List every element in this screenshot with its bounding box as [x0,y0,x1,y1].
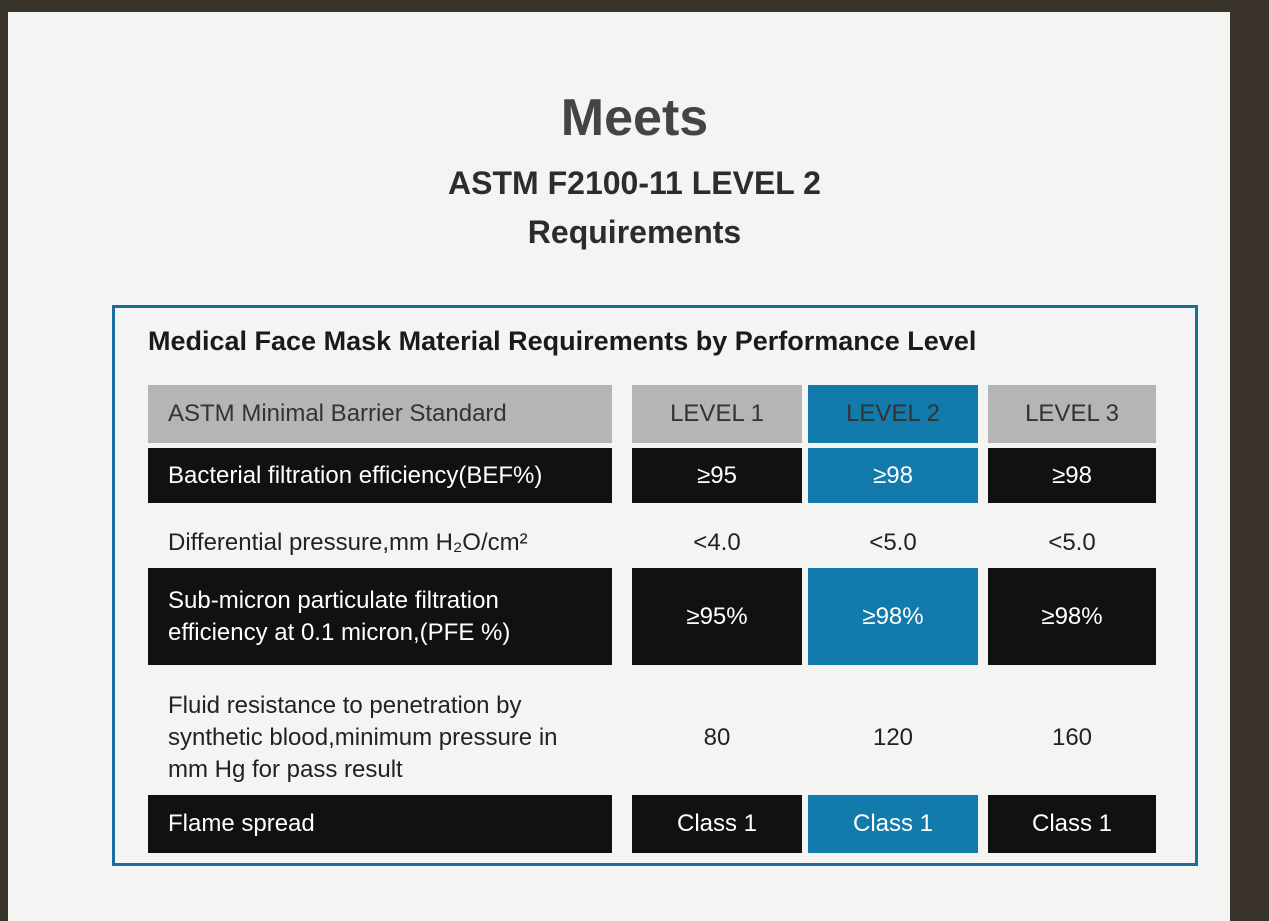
cell-value: Class 1 [808,795,978,853]
cell-value: ≥95% [632,568,802,665]
brand-word: Meets [560,89,709,147]
cell-value: ≥98% [988,568,1156,665]
row-label: Sub-micron particulate filtration effici… [148,568,612,665]
row-label: Fluid resistance to penetration by synth… [168,691,558,783]
cell-value: <5.0 [869,528,917,556]
cell-value: ≥98 [808,448,978,503]
standard-subtitle: Requirements [527,214,742,250]
cell-value: <5.0 [1048,528,1096,556]
standard-title: ASTM F2100-11 LEVEL 2 [448,165,821,201]
row-label: Bacterial filtration efficiency(BEF%) [148,448,612,503]
column-header: LEVEL 2 [808,385,978,443]
column-header: LEVEL 1 [632,385,802,443]
cell-value: 160 [1051,723,1093,751]
row-label: Flame spread [148,795,612,853]
cell-value: ≥95 [632,448,802,503]
row-label: Differential pressure,mm H₂O/cm² [168,528,528,556]
column-header: ASTM Minimal Barrier Standard [148,385,612,443]
cell-value: 120 [872,723,914,751]
cell-value: Class 1 [632,795,802,853]
table-frame [112,305,1198,866]
cell-value: <4.0 [693,528,741,556]
cell-value: ≥98% [808,568,978,665]
cell-value: ≥98 [988,448,1156,503]
cell-value: 80 [703,723,731,751]
table-title: Medical Face Mask Material Requirements … [148,326,977,356]
column-header: LEVEL 3 [988,385,1156,443]
cell-value: Class 1 [988,795,1156,853]
